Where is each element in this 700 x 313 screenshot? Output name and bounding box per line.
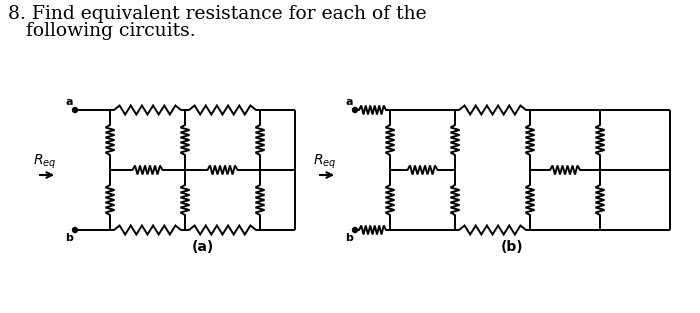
- Text: a: a: [346, 97, 353, 107]
- Text: b: b: [65, 233, 73, 243]
- Circle shape: [73, 107, 78, 112]
- Text: (a): (a): [191, 240, 214, 254]
- Text: (b): (b): [501, 240, 524, 254]
- Text: following circuits.: following circuits.: [8, 22, 195, 40]
- Text: $R_{eq}$: $R_{eq}$: [34, 153, 57, 171]
- Circle shape: [353, 228, 358, 233]
- Circle shape: [353, 107, 358, 112]
- Text: 8. Find equivalent resistance for each of the: 8. Find equivalent resistance for each o…: [8, 5, 426, 23]
- Text: b: b: [345, 233, 353, 243]
- Text: $R_{eq}$: $R_{eq}$: [314, 153, 337, 171]
- Circle shape: [73, 228, 78, 233]
- Text: a: a: [66, 97, 73, 107]
